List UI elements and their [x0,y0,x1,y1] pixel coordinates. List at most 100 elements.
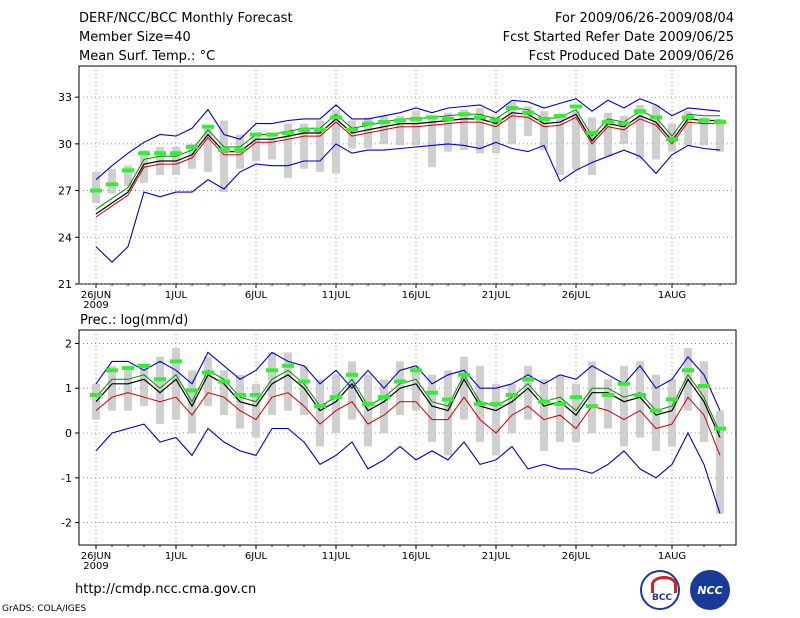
temp-ytick-label: 21 [58,278,72,291]
temp-xtick-label: 21JUL [482,290,511,301]
prec-panel-title: Prec.: log(mm/d) [80,313,188,328]
temp-observed-mark [426,115,438,120]
temp-observed-mark [618,121,630,126]
temp-spread-bar [540,111,548,151]
prec-spread-bar [332,374,340,434]
temp-xtick-label: 11JUL [322,290,351,301]
prec-year-label: 2009 [83,561,108,572]
temp-spread-bar [476,108,484,154]
prec-observed-mark [634,392,646,397]
prec-spread-bar [492,383,500,456]
prec-spread-bar [156,356,164,425]
prec-observed-mark [170,359,182,364]
prec-observed-mark [394,379,406,384]
temp-spread-bar [636,104,644,160]
temp-spread-bar [508,101,516,144]
temp-observed-mark [650,115,662,120]
temp-observed-mark [106,182,118,187]
temp-spread-bar [300,123,308,169]
prec-spread-bar [588,361,596,434]
prec-spread-bar [172,347,180,420]
prec-observed-mark [250,392,262,397]
temp-spread-bar [92,171,100,204]
prec-observed-mark [458,372,470,377]
prec-xtick-label: 26JUN [81,551,111,562]
prec-xtick-label: 21JUL [482,551,511,562]
temp-spread-bar [396,115,404,146]
prec-observed-mark [410,368,422,373]
temp-spread-bar [204,126,212,172]
temp-observed-mark [538,116,550,121]
temp-observed-mark [522,110,534,115]
fcst-started-date: Fcst Started Refer Date 2009/06/25 [502,30,734,45]
temp-spread-bar [268,136,276,160]
temp-xtick-label: 16JUL [402,290,431,301]
temp-spread-bar [652,104,660,160]
prec-observed-mark [602,392,614,397]
temp-spread-bar [700,117,708,146]
temp-line-ensemble-max [95,141,721,263]
prec-spread-bar [556,374,564,442]
prec-observed-mark [522,377,534,382]
prec-observed-mark [490,401,502,406]
temp-observed-mark [378,120,390,125]
temp-observed-mark [170,151,182,156]
prec-observed-mark [282,363,294,368]
prec-observed-mark [234,392,246,397]
prec-observed-mark [266,368,278,373]
temp-ytick-label: 33 [58,91,72,104]
temp-spread-bar [332,109,340,174]
prec-spread-bar [252,383,260,438]
prec-spread-bar [428,374,436,442]
prec-observed-mark [538,399,550,404]
source-url[interactable]: http://cmdp.ncc.cma.gov.cn [75,582,257,597]
prec-observed-mark [474,401,486,406]
temp-spread-bar [604,112,612,157]
temp-xtick-label: 26JUN [81,290,111,301]
temp-observed-mark [266,132,278,137]
temp-observed-mark [298,127,310,132]
prec-observed-mark [378,395,390,400]
header-right: For 2009/06/26-2009/08/04 Fcst Started R… [503,10,734,67]
temp-spread-bar [460,109,468,151]
temp-spread-bar [252,132,260,161]
prec-spread-bar [380,379,388,434]
temp-observed-mark [234,148,246,153]
temp-spread-bar [220,120,228,193]
temp-observed-mark [202,124,214,129]
prec-xtick-label: 16JUL [402,551,431,562]
temp-observed-mark [186,144,198,149]
prec-spread-bar [508,383,516,434]
prec-observed-mark [618,381,630,386]
variable-label: Mean Surf. Temp.: °C [79,49,216,64]
temp-observed-mark [698,118,710,123]
bcc-logo-text: BCC [651,593,673,603]
prec-ytick-label: -1 [61,472,72,485]
prec-spread-bar [444,370,452,456]
prec-observed-mark [442,397,454,402]
prec-line-ensemble-min [95,423,721,514]
temp-observed-mark [330,115,342,120]
temp-observed-mark [138,151,150,156]
temp-observed-mark [714,120,726,125]
prec-observed-mark [698,383,710,388]
temp-spread-bar [524,106,532,137]
temp-spread-bar [412,111,420,146]
prec-observed-mark [314,404,326,409]
prec-line-upper-percentile [95,369,721,434]
prec-spread-bar [636,361,644,438]
prec-xtick-label: 6JUL [245,551,268,562]
prec-line-lower-percentile [95,392,721,456]
prec-spread-bar [716,410,724,514]
prec-ytick-label: 1 [65,382,72,395]
fcst-produced-date: Fcst Produced Date 2009/06/26 [528,49,734,64]
temp-spread-bar [140,150,148,183]
prec-observed-mark [122,366,134,371]
temp-line-upper-percentile [95,107,720,210]
prec-observed-mark [298,379,310,384]
prec-observed-mark [506,392,518,397]
prec-observed-mark [346,372,358,377]
temp-spread-bar [428,115,436,168]
temp-observed-mark [346,127,358,132]
temp-observed-mark [682,115,694,120]
